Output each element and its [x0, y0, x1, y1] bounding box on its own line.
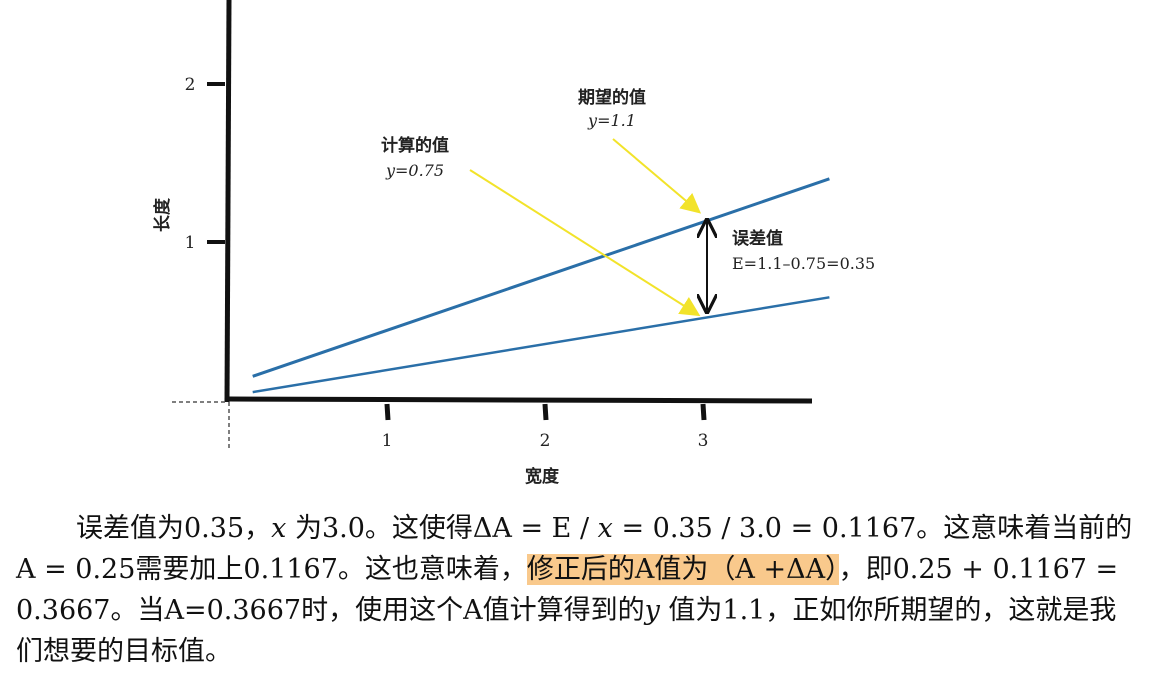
text-y: y	[644, 595, 660, 626]
text-x2: x	[597, 513, 613, 544]
x-tick-label: 3	[698, 431, 709, 451]
error-sub: E=1.1–0.75=0.35	[732, 254, 875, 273]
y-tick-label: 1	[185, 233, 196, 253]
expected-title: 期望的值	[578, 87, 646, 108]
x-tick-label: 2	[540, 431, 551, 451]
chart-figure: 1 2 3 1 2 宽度 长度 期望的值 y=1.1 计算的值 y=0.75 误差值 E…	[152, 0, 875, 487]
x-axis	[228, 396, 813, 404]
body-paragraph: 误差值为0.35，x 为3.0。这使得ΔA = E / x = 0.35 / 3…	[16, 508, 1136, 672]
computed-title: 计算的值	[381, 135, 449, 156]
text-p5: 值为1.1，正如你所期望的，这就是我们想要的目标值。	[16, 595, 1117, 667]
expected-arrow	[612, 138, 702, 214]
text-p1: 误差值为0.35，	[76, 513, 272, 544]
y-axis-title: 长度	[152, 197, 173, 232]
x-tick-mark	[384, 403, 391, 421]
text-p4: ，即0.25 + 0.1167 = 0.3667。当A=0.3667时，使用这个…	[16, 554, 1119, 626]
text-p2: 为3.0。这使得ΔA = E /	[286, 513, 598, 544]
text-x1: x	[271, 513, 287, 544]
series-line-upper	[252, 177, 830, 378]
highlighted-text: 修正后的A值为（A +ΔA）	[526, 554, 839, 585]
x-axis-title: 宽度	[525, 466, 560, 487]
expected-sub: y=1.1	[587, 111, 636, 130]
y-axis	[224, 0, 232, 403]
y-tick-label: 2	[185, 75, 196, 95]
series-line-lower	[252, 296, 830, 394]
x-tick-label: 1	[382, 431, 393, 451]
x-tick-mark	[700, 403, 707, 421]
x-tick-mark	[542, 403, 549, 421]
text-p3: = 0.35 / 3.0 = 0.1167。这意味着当前的A = 0.25需要加…	[16, 513, 1133, 585]
computed-arrow	[469, 169, 701, 317]
computed-sub: y=0.75	[385, 161, 444, 180]
error-title: 误差值	[732, 228, 783, 249]
